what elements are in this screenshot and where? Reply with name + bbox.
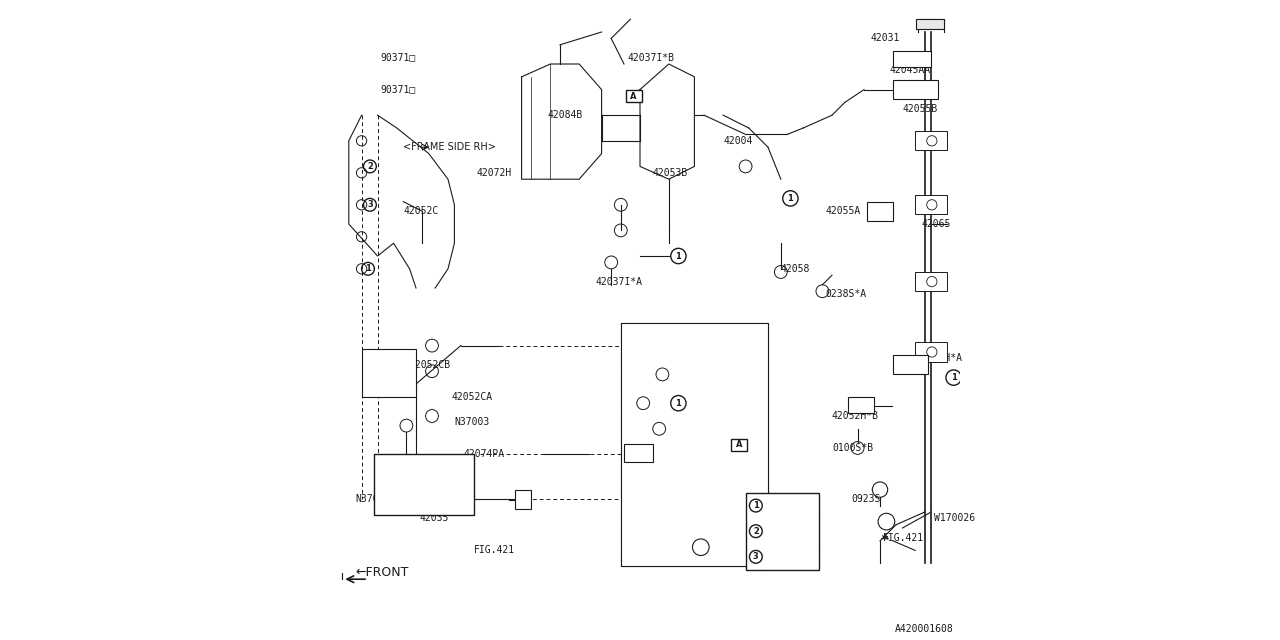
Bar [868, 202, 893, 221]
Text: 3: 3 [367, 200, 372, 209]
Text: 42074PA: 42074PA [465, 449, 506, 460]
Text: 0100S*A: 0100S*A [681, 539, 723, 549]
Text: 42037CB: 42037CB [719, 379, 762, 389]
Text: 42052H*A: 42052H*A [915, 353, 963, 364]
Text: 42052CB: 42052CB [410, 360, 451, 370]
Text: 16695: 16695 [772, 526, 804, 536]
Bar [516, 490, 531, 509]
Text: 1: 1 [365, 264, 371, 273]
Bar [626, 90, 641, 102]
Bar [915, 272, 947, 291]
Bar [374, 454, 474, 515]
Text: 42037I*B: 42037I*B [627, 52, 675, 63]
Bar [893, 51, 932, 67]
Bar [625, 444, 653, 462]
Text: 1: 1 [951, 373, 956, 382]
Bar [621, 323, 768, 566]
Bar [893, 80, 937, 99]
Text: 42052H*B: 42052H*B [832, 411, 879, 421]
Text: 42031: 42031 [870, 33, 900, 44]
Text: 0238S*A: 0238S*A [640, 392, 681, 402]
Text: 42035: 42035 [420, 513, 448, 524]
Text: 42053B: 42053B [653, 168, 689, 178]
Bar [745, 493, 819, 570]
Text: 42065: 42065 [922, 219, 951, 229]
Text: 42055B: 42055B [902, 104, 938, 114]
Bar [915, 131, 947, 150]
Text: 42037I*A: 42037I*A [595, 276, 643, 287]
Text: 0474S: 0474S [772, 500, 804, 511]
Text: A: A [630, 92, 637, 100]
Text: 16139: 16139 [773, 552, 803, 562]
Text: 1: 1 [676, 252, 681, 260]
Bar [362, 349, 416, 397]
Text: 42072H: 42072H [477, 168, 512, 178]
Text: A420001608: A420001608 [895, 623, 954, 634]
Text: A: A [736, 440, 742, 449]
Bar [849, 397, 874, 413]
Text: 42052CA: 42052CA [452, 392, 493, 402]
Bar [916, 19, 945, 29]
Text: W170026: W170026 [934, 513, 975, 524]
Text: 1: 1 [787, 194, 794, 203]
Bar [893, 355, 928, 374]
Text: 42045AA: 42045AA [890, 65, 931, 76]
Text: 2: 2 [367, 162, 372, 171]
Text: 42084B: 42084B [548, 110, 582, 120]
Text: 42052C: 42052C [403, 206, 439, 216]
Text: ←FRONT: ←FRONT [356, 566, 408, 579]
Text: 90371□: 90371□ [381, 84, 416, 95]
Text: 3: 3 [753, 552, 759, 561]
Text: 90371□: 90371□ [381, 52, 416, 63]
Text: 42074PB: 42074PB [653, 340, 694, 351]
Text: 2: 2 [753, 527, 759, 536]
Text: N37003: N37003 [356, 494, 390, 504]
Text: N37003: N37003 [454, 417, 490, 428]
Bar [731, 439, 748, 451]
Text: 1: 1 [676, 399, 681, 408]
Text: <FRAME SIDE RH>: <FRAME SIDE RH> [403, 142, 497, 152]
Text: 0923S: 0923S [851, 494, 881, 504]
Text: 42004: 42004 [723, 136, 753, 146]
Text: 0100S*B: 0100S*B [832, 443, 873, 453]
Text: 42058: 42058 [781, 264, 810, 274]
Bar [915, 342, 947, 362]
Text: 42055A: 42055A [826, 206, 861, 216]
Text: 1: 1 [753, 501, 759, 510]
Text: 0238S*A: 0238S*A [826, 289, 867, 300]
Text: FIG.421: FIG.421 [474, 545, 515, 556]
Text: FIG.421: FIG.421 [883, 532, 924, 543]
Bar [915, 195, 947, 214]
